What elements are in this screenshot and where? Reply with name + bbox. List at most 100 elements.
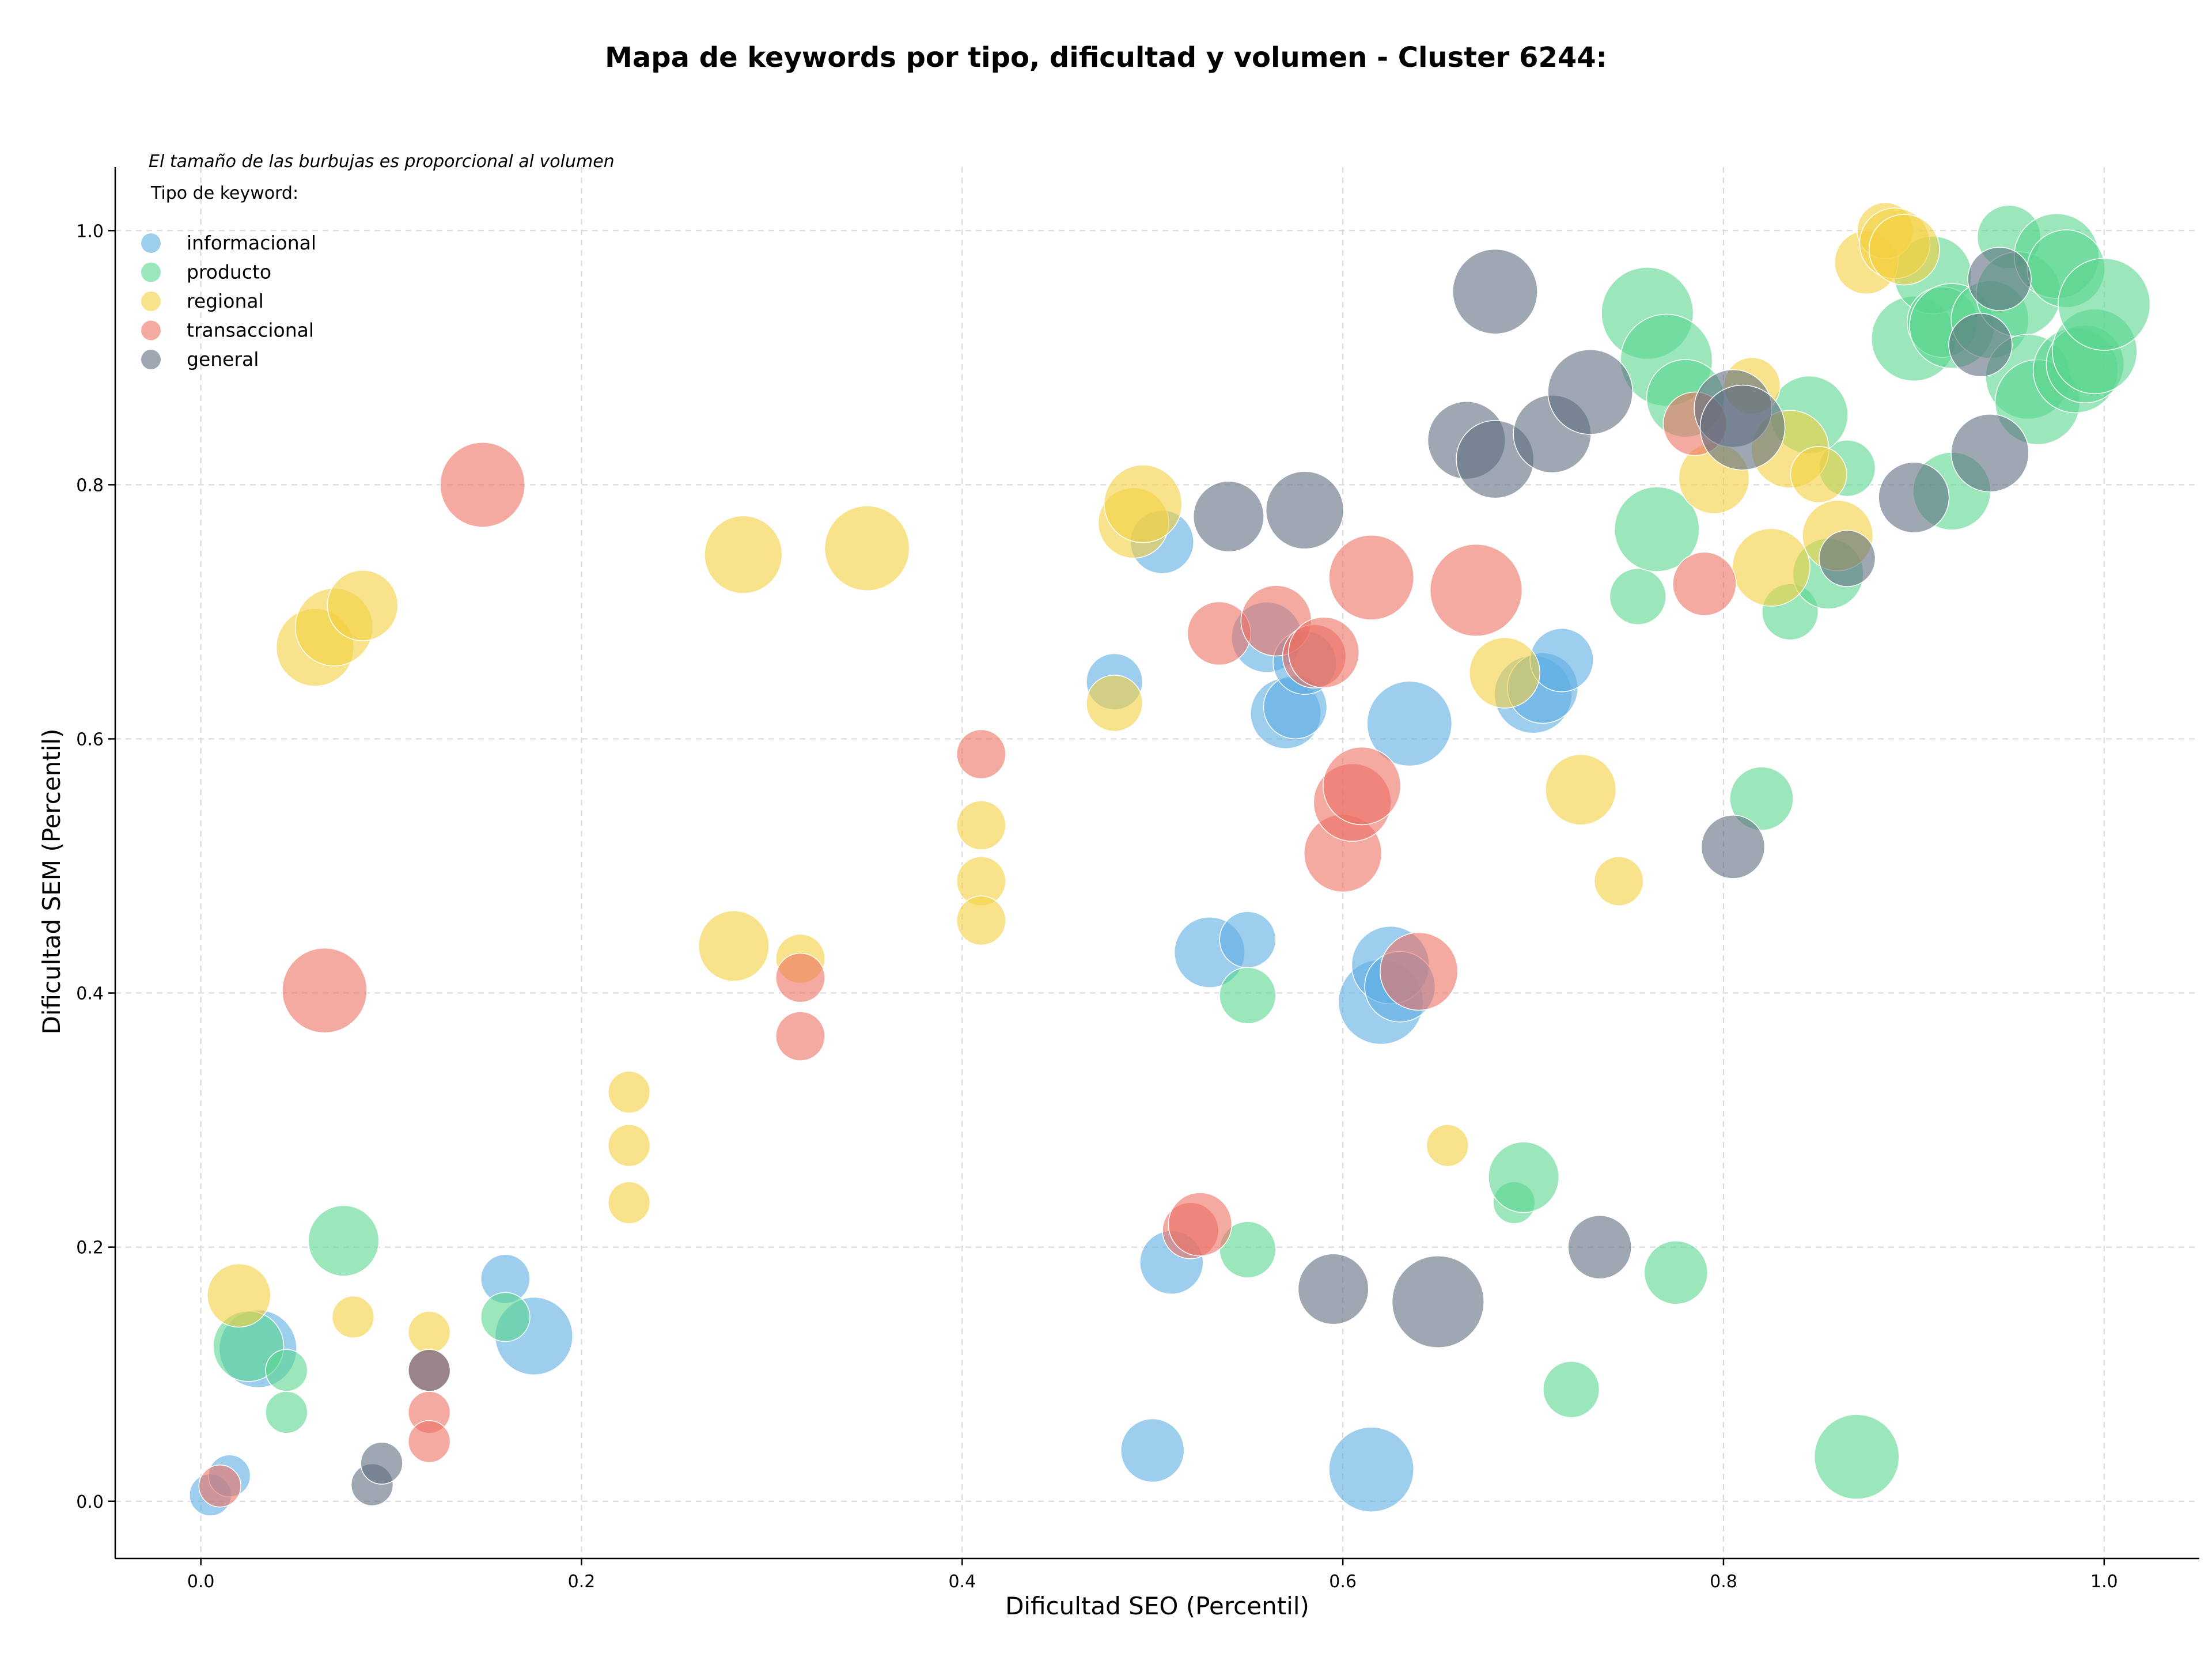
y-tick-label: 0.8 xyxy=(76,475,104,495)
bubble-regional xyxy=(1104,464,1183,543)
bubble-regional xyxy=(1868,214,1940,286)
bubble-transaccional xyxy=(1672,551,1737,616)
bubble-regional xyxy=(956,800,1006,850)
bubble-producto xyxy=(1543,1361,1600,1418)
bubble-regional xyxy=(1469,637,1540,709)
bubble-general xyxy=(360,1441,403,1485)
bubble-transaccional xyxy=(1429,543,1522,637)
legend-marker xyxy=(141,233,161,253)
x-tick-label: 0.0 xyxy=(187,1572,215,1592)
axes xyxy=(114,167,2199,1560)
legend-item-informacional: informacional xyxy=(141,232,316,254)
bubble-transaccional xyxy=(1380,932,1459,1011)
bubble-transaccional xyxy=(1168,1192,1233,1257)
bubble-general xyxy=(1391,1255,1484,1349)
bubble-informacional xyxy=(1366,680,1453,767)
y-tick-label: 1.0 xyxy=(76,221,104,241)
bubble-transaccional xyxy=(1288,616,1360,688)
legend-label: producto xyxy=(187,261,271,283)
legend-item-regional: regional xyxy=(141,290,264,312)
bubble-producto xyxy=(2058,258,2151,351)
bubble-regional xyxy=(408,1311,451,1354)
legend: Tipo de keyword: informacional producto re… xyxy=(141,183,316,370)
bubble-transaccional xyxy=(282,947,368,1034)
bubble-regional xyxy=(824,505,910,591)
legend-marker xyxy=(141,262,161,282)
tick-marks: 0.0 0.2 0.4 0.6 0.8 1.0 0.0 0.2 0.4 0.6 0.8 1.0 xyxy=(76,221,2118,1592)
bubble-producto xyxy=(1613,486,1700,572)
series-general xyxy=(350,247,2032,1507)
bubble-general xyxy=(408,1349,451,1392)
series-informacional xyxy=(189,509,1594,1516)
y-tick-label: 0.6 xyxy=(76,729,104,750)
bubble-regional xyxy=(698,910,770,982)
bubble-regional xyxy=(704,515,783,594)
x-tick-label: 0.6 xyxy=(1329,1572,1357,1592)
bubble-general xyxy=(1700,815,1766,879)
bubble-producto xyxy=(1609,567,1666,626)
legend-item-general: general xyxy=(141,348,259,370)
bubble-size-note: El tamaño de las burbujas es proporciona… xyxy=(149,152,615,172)
bubble-regional xyxy=(207,1263,271,1328)
bubble-general xyxy=(1265,471,1344,550)
series-producto xyxy=(213,205,2151,1500)
bubble-transaccional xyxy=(775,952,825,1003)
bubble-regional xyxy=(1086,675,1143,732)
bubble-producto xyxy=(1643,1240,1709,1305)
legend-label: transaccional xyxy=(187,319,314,342)
legend-item-producto: producto xyxy=(141,261,271,283)
bubble-regional xyxy=(1426,1124,1469,1167)
bubble-regional xyxy=(607,1124,651,1167)
bubble-general xyxy=(1950,414,2029,493)
bubble-producto xyxy=(265,1349,308,1392)
legend-label: regional xyxy=(187,290,264,312)
legend-marker xyxy=(141,320,161,340)
bubble-transaccional xyxy=(956,729,1006,780)
bubble-regional xyxy=(1732,528,1810,607)
bubble-general xyxy=(1948,313,2013,377)
y-tick-label: 0.4 xyxy=(76,984,104,1004)
y-axis-label: Dificultad SEM (Percentil) xyxy=(37,729,66,1035)
bubble-producto xyxy=(265,1391,308,1434)
bubble-informacional xyxy=(1120,1418,1185,1483)
bubble-transaccional xyxy=(198,1465,241,1508)
bubble-transaccional xyxy=(440,442,526,528)
series-transaccional xyxy=(198,391,1737,1508)
x-tick-label: 0.4 xyxy=(948,1572,976,1592)
legend-marker xyxy=(141,350,161,369)
bubble-producto xyxy=(480,1292,531,1342)
bubble-producto xyxy=(308,1205,380,1277)
y-tick-label: 0.2 xyxy=(76,1238,104,1258)
bubble-transaccional xyxy=(1328,535,1415,620)
bubble-general xyxy=(1192,480,1264,553)
bubble-general xyxy=(1567,1214,1632,1280)
bubble-general xyxy=(1878,461,1950,534)
bubble-transaccional xyxy=(1187,601,1252,666)
y-tick-label: 0.0 xyxy=(76,1492,104,1512)
bubble-layer xyxy=(189,202,2151,1516)
x-tick-label: 0.8 xyxy=(1710,1572,1737,1592)
bubble-general xyxy=(1297,1253,1369,1325)
legend-label: general xyxy=(187,348,259,370)
bubble-general xyxy=(1819,529,1876,587)
legend-marker xyxy=(141,292,161,311)
bubble-informacional xyxy=(1219,911,1277,968)
x-axis-label: Dificultad SEO (Percentil) xyxy=(1005,1592,1309,1620)
legend-item-transaccional: transaccional xyxy=(141,319,314,342)
bubble-transaccional xyxy=(775,1011,825,1061)
x-tick-label: 0.2 xyxy=(568,1572,596,1592)
bubble-producto xyxy=(1219,967,1277,1024)
bubble-regional xyxy=(956,895,1006,946)
legend-title: Tipo de keyword: xyxy=(150,183,298,203)
bubble-producto xyxy=(1813,1414,1900,1500)
bubble-producto xyxy=(1488,1141,1559,1213)
legend-label: informacional xyxy=(187,232,316,254)
bubble-regional xyxy=(327,569,399,641)
bubble-transaccional xyxy=(408,1420,451,1463)
bubble-regional xyxy=(331,1295,375,1339)
bubble-informacional xyxy=(1328,1427,1415,1512)
bubble-general xyxy=(1452,248,1538,335)
bubble-informacional xyxy=(1529,627,1594,693)
bubble-transaccional xyxy=(1323,746,1402,826)
